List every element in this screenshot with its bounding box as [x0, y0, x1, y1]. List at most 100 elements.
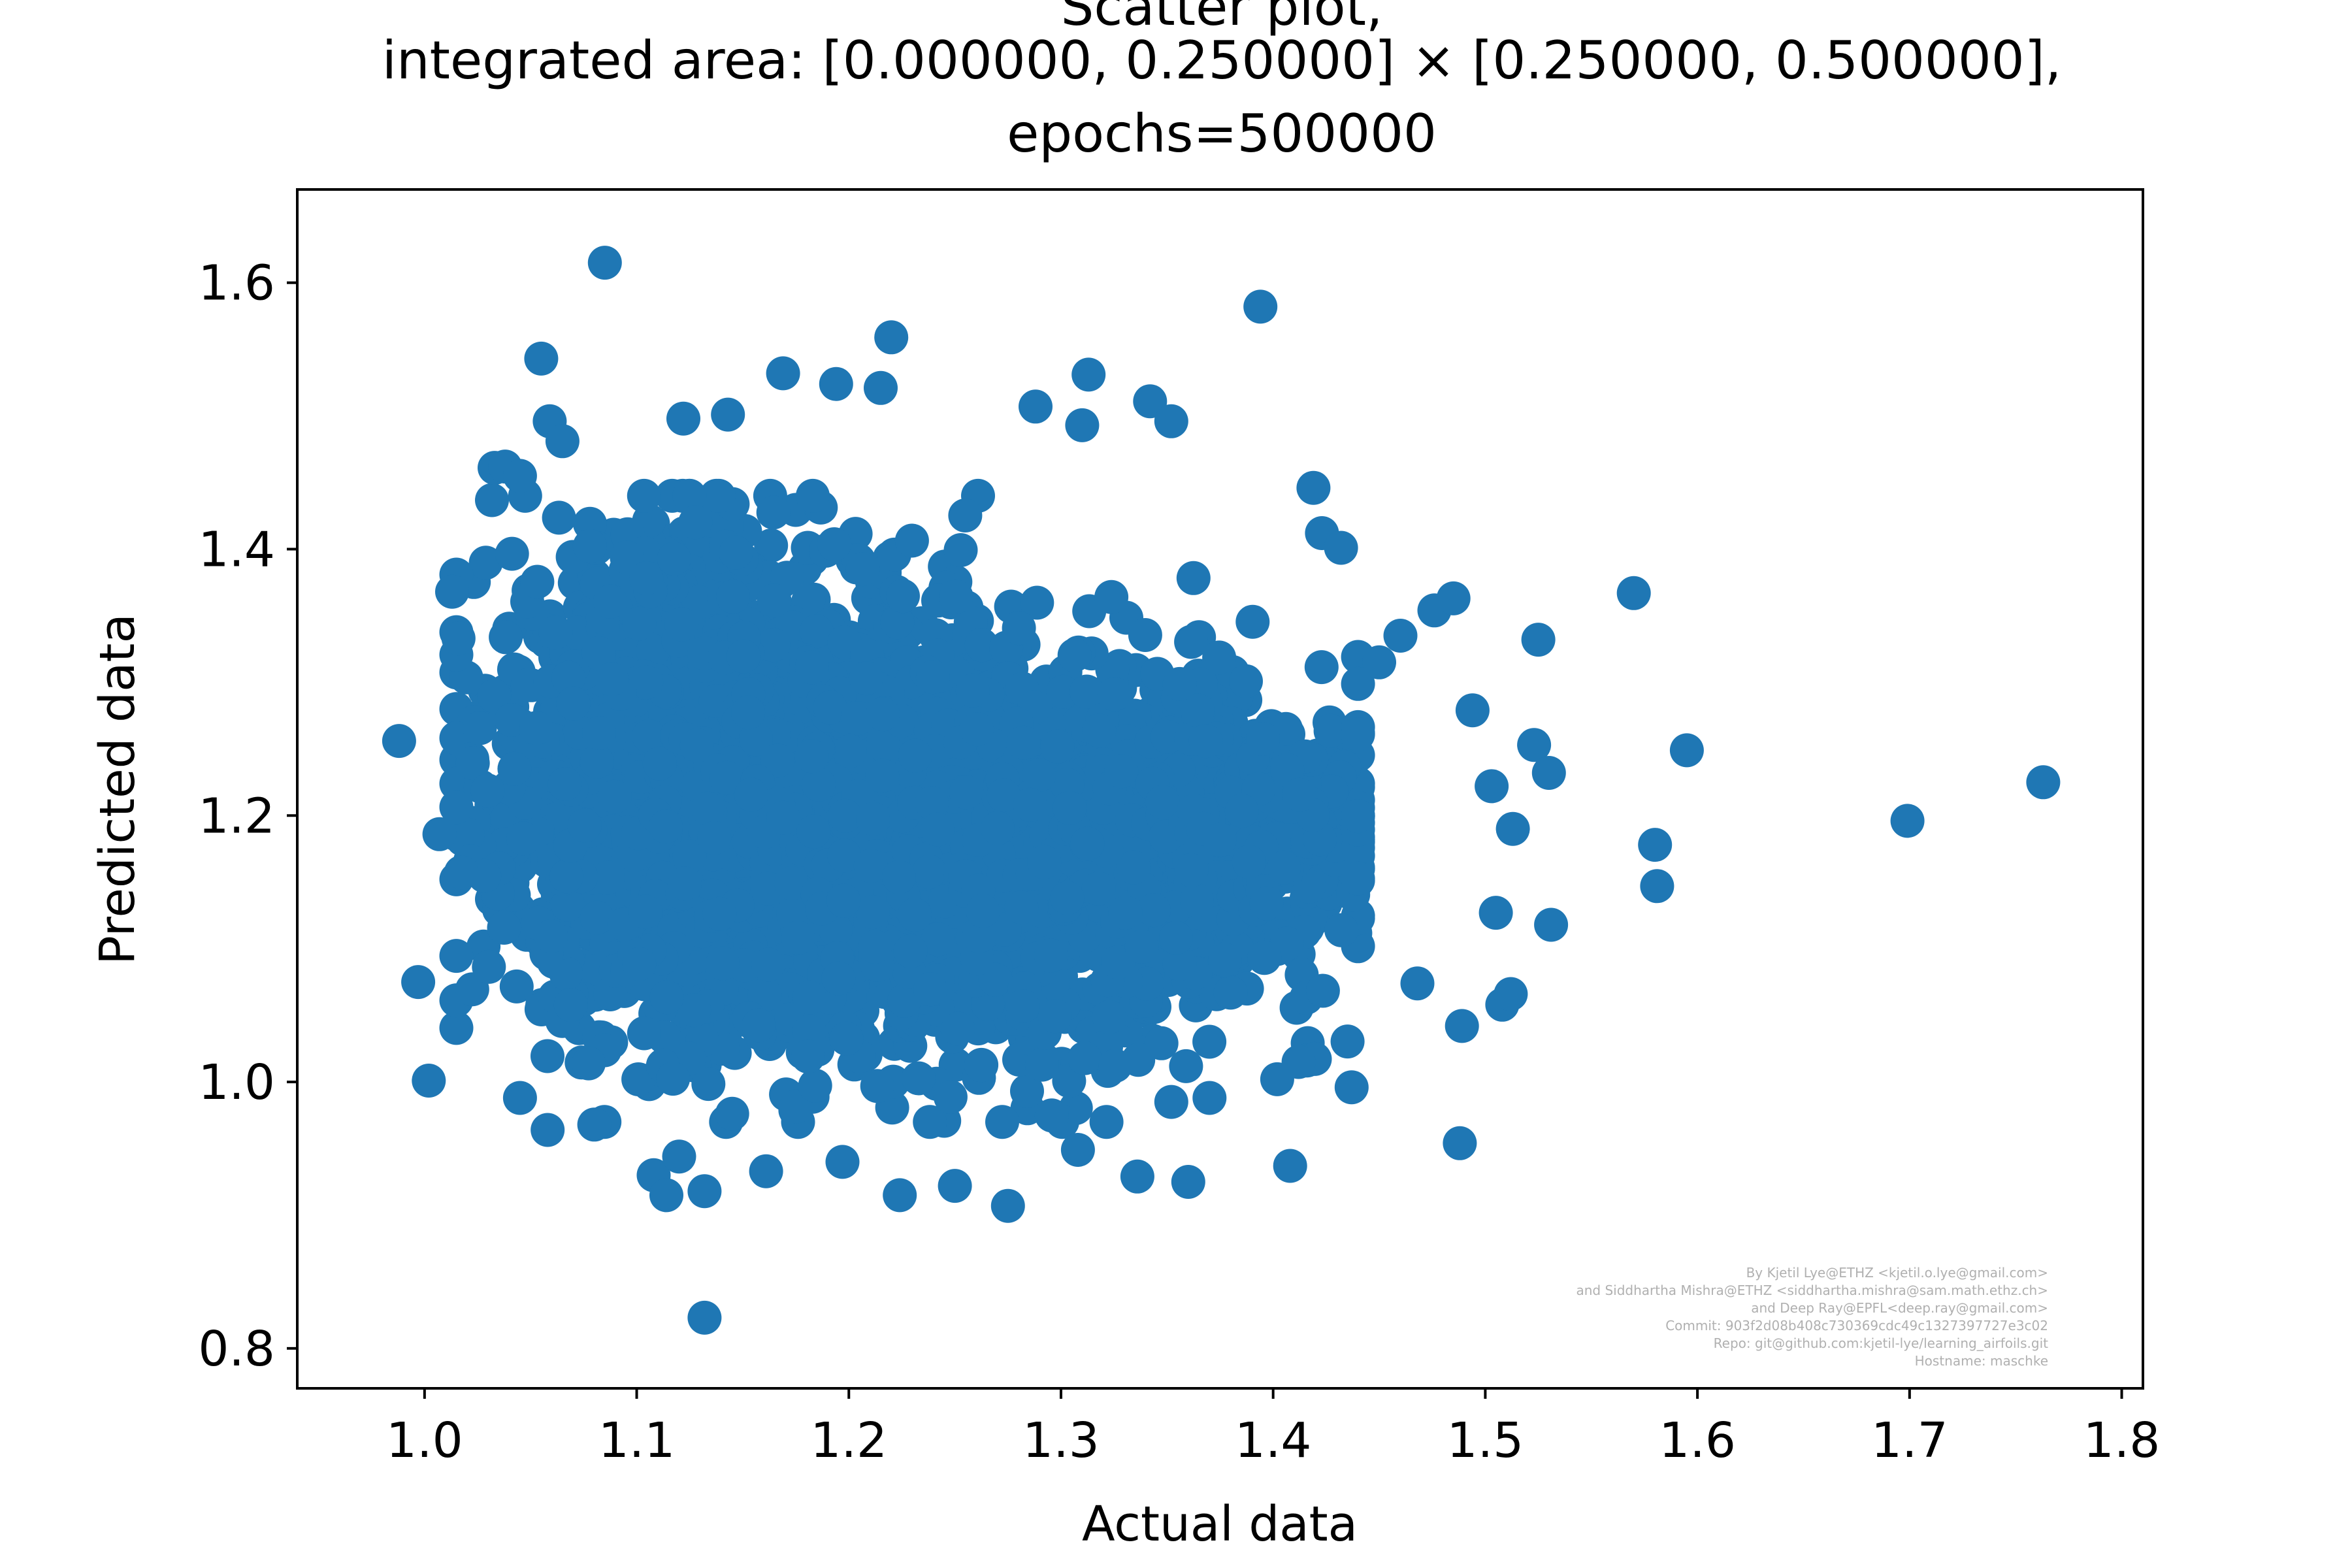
- data-point: [757, 583, 791, 618]
- data-point: [1081, 872, 1116, 906]
- data-point: [1176, 561, 1211, 595]
- credit-line: and Siddhartha Mishra@ETHZ <siddhartha.m…: [1576, 1282, 2048, 1298]
- data-point: [1104, 754, 1139, 789]
- credit-line: Commit: 903f2d08b408c730369cdc49c1327397…: [1665, 1318, 2048, 1333]
- data-point: [1006, 725, 1041, 760]
- data-point: [840, 701, 875, 736]
- data-point: [1202, 823, 1237, 857]
- data-point: [1296, 470, 1331, 505]
- data-point: [794, 650, 829, 685]
- y-axis-ticks: 0.81.01.21.41.6: [198, 255, 297, 1377]
- data-point: [1159, 921, 1193, 955]
- data-point: [1124, 930, 1159, 964]
- data-point: [766, 800, 801, 835]
- data-point: [898, 898, 932, 932]
- data-point: [1060, 1133, 1095, 1167]
- data-point: [731, 695, 766, 730]
- data-point: [1040, 729, 1075, 764]
- data-point: [702, 478, 736, 513]
- credit-line: Hostname: maschke: [1915, 1353, 2048, 1369]
- data-point: [796, 814, 831, 849]
- data-point: [1313, 713, 1348, 748]
- data-point: [716, 580, 750, 614]
- data-point: [1281, 1045, 1316, 1079]
- x-tick-label: 1.0: [386, 1413, 463, 1469]
- data-point: [833, 734, 867, 768]
- data-point: [774, 866, 809, 900]
- data-point: [1273, 1149, 1307, 1183]
- plot-frame: [296, 188, 2144, 1390]
- data-point: [710, 760, 744, 795]
- data-point: [538, 615, 573, 650]
- data-point: [531, 1113, 565, 1147]
- data-point: [985, 1105, 1019, 1139]
- data-point: [622, 947, 657, 981]
- data-point: [792, 980, 826, 1015]
- data-point: [632, 719, 666, 753]
- data-point: [1638, 828, 1673, 862]
- data-point: [545, 424, 580, 459]
- data-point: [813, 690, 847, 725]
- data-point: [572, 1046, 606, 1081]
- data-point: [962, 919, 996, 953]
- data-point: [1005, 989, 1040, 1023]
- y-tick-label: 0.8: [198, 1321, 275, 1377]
- data-point: [912, 855, 947, 889]
- data-point: [1232, 845, 1266, 879]
- data-point: [497, 751, 532, 786]
- data-point: [1362, 645, 1396, 679]
- data-point: [754, 529, 789, 563]
- data-point: [1120, 1159, 1154, 1194]
- data-point: [672, 839, 707, 874]
- data-point: [534, 919, 568, 953]
- data-point: [749, 1154, 783, 1188]
- data-point: [649, 980, 684, 1015]
- data-point: [1092, 1000, 1126, 1034]
- data-point: [853, 849, 888, 883]
- x-tick-label: 1.7: [1871, 1413, 1948, 1469]
- data-point: [455, 746, 490, 781]
- data-point: [739, 722, 773, 757]
- data-point: [1154, 404, 1188, 438]
- data-point: [1521, 623, 1556, 657]
- data-point: [1213, 975, 1248, 1010]
- data-point: [1341, 799, 1375, 834]
- data-point: [1116, 850, 1151, 885]
- data-point: [435, 574, 469, 609]
- data-point: [858, 930, 892, 964]
- data-point: [1383, 619, 1418, 653]
- chart-title: Scatter plot, integrated area: [0.000000…: [382, 0, 2062, 164]
- data-point: [1304, 650, 1339, 685]
- data-point: [1534, 907, 1569, 942]
- data-point: [1495, 811, 1530, 846]
- data-point: [880, 605, 915, 640]
- data-point: [828, 798, 862, 833]
- data-point: [1243, 289, 1278, 324]
- data-point: [1341, 861, 1375, 896]
- data-point: [1330, 1024, 1365, 1059]
- data-point: [580, 745, 614, 779]
- data-point: [1400, 966, 1435, 1001]
- data-point: [1640, 869, 1674, 904]
- data-point: [463, 711, 497, 745]
- data-point: [687, 1174, 722, 1209]
- data-point: [666, 401, 700, 436]
- data-point: [594, 662, 629, 696]
- data-point: [1108, 896, 1143, 930]
- data-point: [866, 697, 900, 732]
- data-point: [622, 606, 657, 641]
- data-point: [1224, 794, 1259, 828]
- data-point: [964, 1048, 998, 1083]
- data-point: [706, 946, 740, 981]
- data-point: [794, 739, 829, 774]
- data-point: [487, 911, 521, 945]
- data-point: [1436, 581, 1471, 615]
- data-point: [1128, 618, 1162, 652]
- data-point: [662, 1139, 696, 1174]
- data-point: [439, 790, 474, 825]
- data-point: [1445, 1009, 1479, 1043]
- data-point: [572, 529, 607, 563]
- data-point: [1022, 758, 1056, 792]
- data-point: [1050, 881, 1085, 915]
